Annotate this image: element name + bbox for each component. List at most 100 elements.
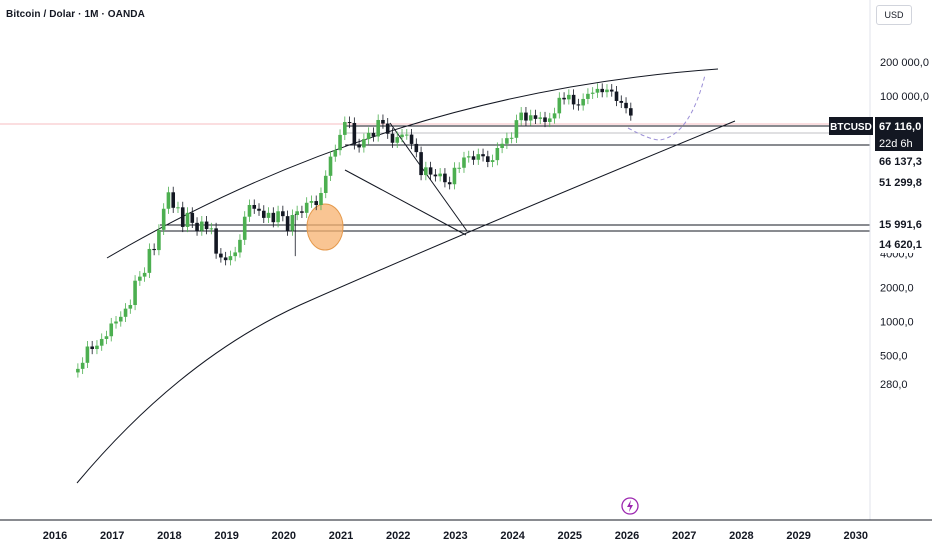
candle (595, 83, 600, 98)
candle-body (404, 134, 409, 136)
candle (376, 114, 380, 142)
candle-body (381, 119, 385, 124)
candle (290, 209, 295, 236)
candle-body (290, 215, 295, 231)
candle (76, 363, 80, 378)
candle-body (509, 137, 514, 139)
time-tick-label: 2028 (729, 530, 753, 542)
wedge-line-lower[interactable] (344, 169, 467, 236)
candle (571, 89, 576, 110)
candle-body (252, 204, 257, 209)
last-price-box (875, 117, 923, 155)
candle-body (424, 167, 428, 176)
candle (581, 93, 585, 111)
breakout-highlight-circle[interactable] (306, 203, 344, 251)
candle-body (400, 134, 404, 138)
candle (609, 84, 614, 97)
candle-body (157, 229, 161, 251)
candle-body (80, 362, 85, 369)
candle (500, 138, 504, 154)
candle (433, 169, 438, 182)
candle (276, 205, 280, 228)
level-price-label[interactable]: 66 137,3 (875, 151, 923, 170)
candle (619, 95, 624, 109)
candle-body (180, 207, 185, 227)
candle-body (76, 368, 80, 373)
candle-body (266, 212, 271, 218)
level-price-label[interactable]: 51 299,8 (875, 172, 923, 191)
candle (242, 211, 247, 246)
wedge-line-upper[interactable] (389, 122, 468, 232)
candle (171, 186, 176, 213)
candle-body (171, 192, 176, 208)
price-tick-label: 1000,0 (880, 316, 914, 328)
candle-body (605, 89, 609, 93)
candle-body (285, 216, 290, 231)
candle-body (223, 257, 228, 261)
candle-body (281, 211, 285, 217)
candle (519, 107, 523, 126)
candle-body (300, 211, 304, 213)
candle-body (457, 167, 462, 169)
candle (476, 148, 481, 165)
candle-body (486, 156, 490, 162)
candle-body (595, 88, 600, 93)
candle-body (99, 338, 104, 346)
candle-body (147, 248, 152, 273)
candle (304, 197, 309, 219)
candle (486, 150, 490, 168)
candle-body (385, 123, 390, 134)
candle (185, 207, 190, 233)
candle-body (519, 112, 523, 121)
candle (366, 127, 371, 145)
candle-body (314, 201, 319, 205)
time-tick-label: 2023 (443, 530, 467, 542)
candle (600, 83, 605, 98)
level-price-label[interactable]: 15 991,6 (875, 214, 923, 233)
time-tick-label: 2018 (157, 530, 181, 542)
candle (452, 162, 457, 190)
candle (528, 109, 533, 126)
candle (543, 111, 547, 128)
candle (166, 186, 171, 214)
level-price-value: 14 620,1 (879, 239, 922, 251)
candle-body (600, 88, 605, 93)
time-tick-label: 2017 (100, 530, 124, 542)
candle (114, 315, 118, 329)
price-labels: BTCUSD 67 116,0 22d 6h 66 137,3 51 299,8 15 9… (829, 117, 923, 253)
candle-body (343, 122, 347, 135)
candle (266, 207, 271, 224)
candle-body (242, 216, 247, 240)
candle (466, 150, 471, 163)
candle (443, 168, 447, 188)
last-price-label[interactable]: BTCUSD 67 116,0 22d 6h (829, 117, 923, 155)
candle-body (123, 308, 128, 317)
projection-dashed-curve[interactable] (627, 74, 706, 141)
currency-selector[interactable]: USD (876, 5, 912, 25)
candle-body (609, 89, 614, 92)
candle (390, 128, 395, 148)
level-price-label[interactable]: 14 620,1 (875, 234, 923, 253)
candle (414, 138, 419, 158)
time-tick-label: 2020 (272, 530, 296, 542)
candle-body (395, 137, 400, 143)
candle (257, 203, 261, 216)
candle-body (152, 248, 156, 251)
candle (481, 148, 485, 162)
candle (223, 251, 228, 266)
event-marker[interactable] (621, 497, 639, 515)
price-tick-label: 2000,0 (880, 283, 914, 295)
level-price-value: 66 137,3 (879, 156, 922, 168)
candle-body (562, 97, 566, 100)
candle-body (233, 252, 237, 257)
candle (300, 205, 304, 219)
candle-body (90, 346, 94, 350)
candle (457, 162, 462, 173)
candle (533, 109, 538, 125)
lower-curve-trendline[interactable] (76, 120, 736, 484)
candle-body (366, 132, 371, 140)
candle (238, 234, 242, 258)
time-axis[interactable]: 2016 2017 2018 2019 2020 2021 2022 2023 2024 2025… (43, 530, 868, 542)
